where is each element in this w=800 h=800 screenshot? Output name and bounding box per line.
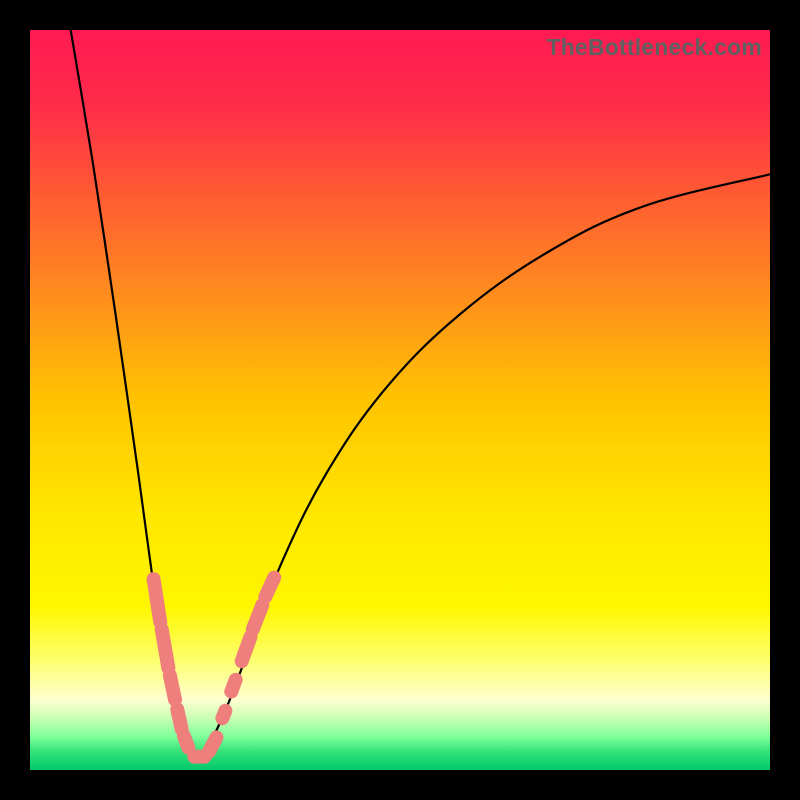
data-segment <box>209 737 216 751</box>
plot-area: TheBottleneck.com <box>30 30 770 770</box>
data-segment <box>242 637 251 661</box>
data-segment <box>177 709 181 729</box>
data-segment <box>231 680 235 692</box>
data-segment <box>154 579 161 622</box>
watermark-text: TheBottleneck.com <box>546 34 762 61</box>
data-segment <box>253 605 263 629</box>
data-segment-group <box>154 578 275 757</box>
data-segment <box>170 675 175 699</box>
data-segment <box>184 736 188 748</box>
bottleneck-curve-layer <box>30 30 770 770</box>
chart-frame: TheBottleneck.com <box>0 0 800 800</box>
bottleneck-curve <box>71 30 770 759</box>
data-segment <box>222 711 225 718</box>
data-segment <box>265 578 274 597</box>
data-segment <box>162 629 169 667</box>
